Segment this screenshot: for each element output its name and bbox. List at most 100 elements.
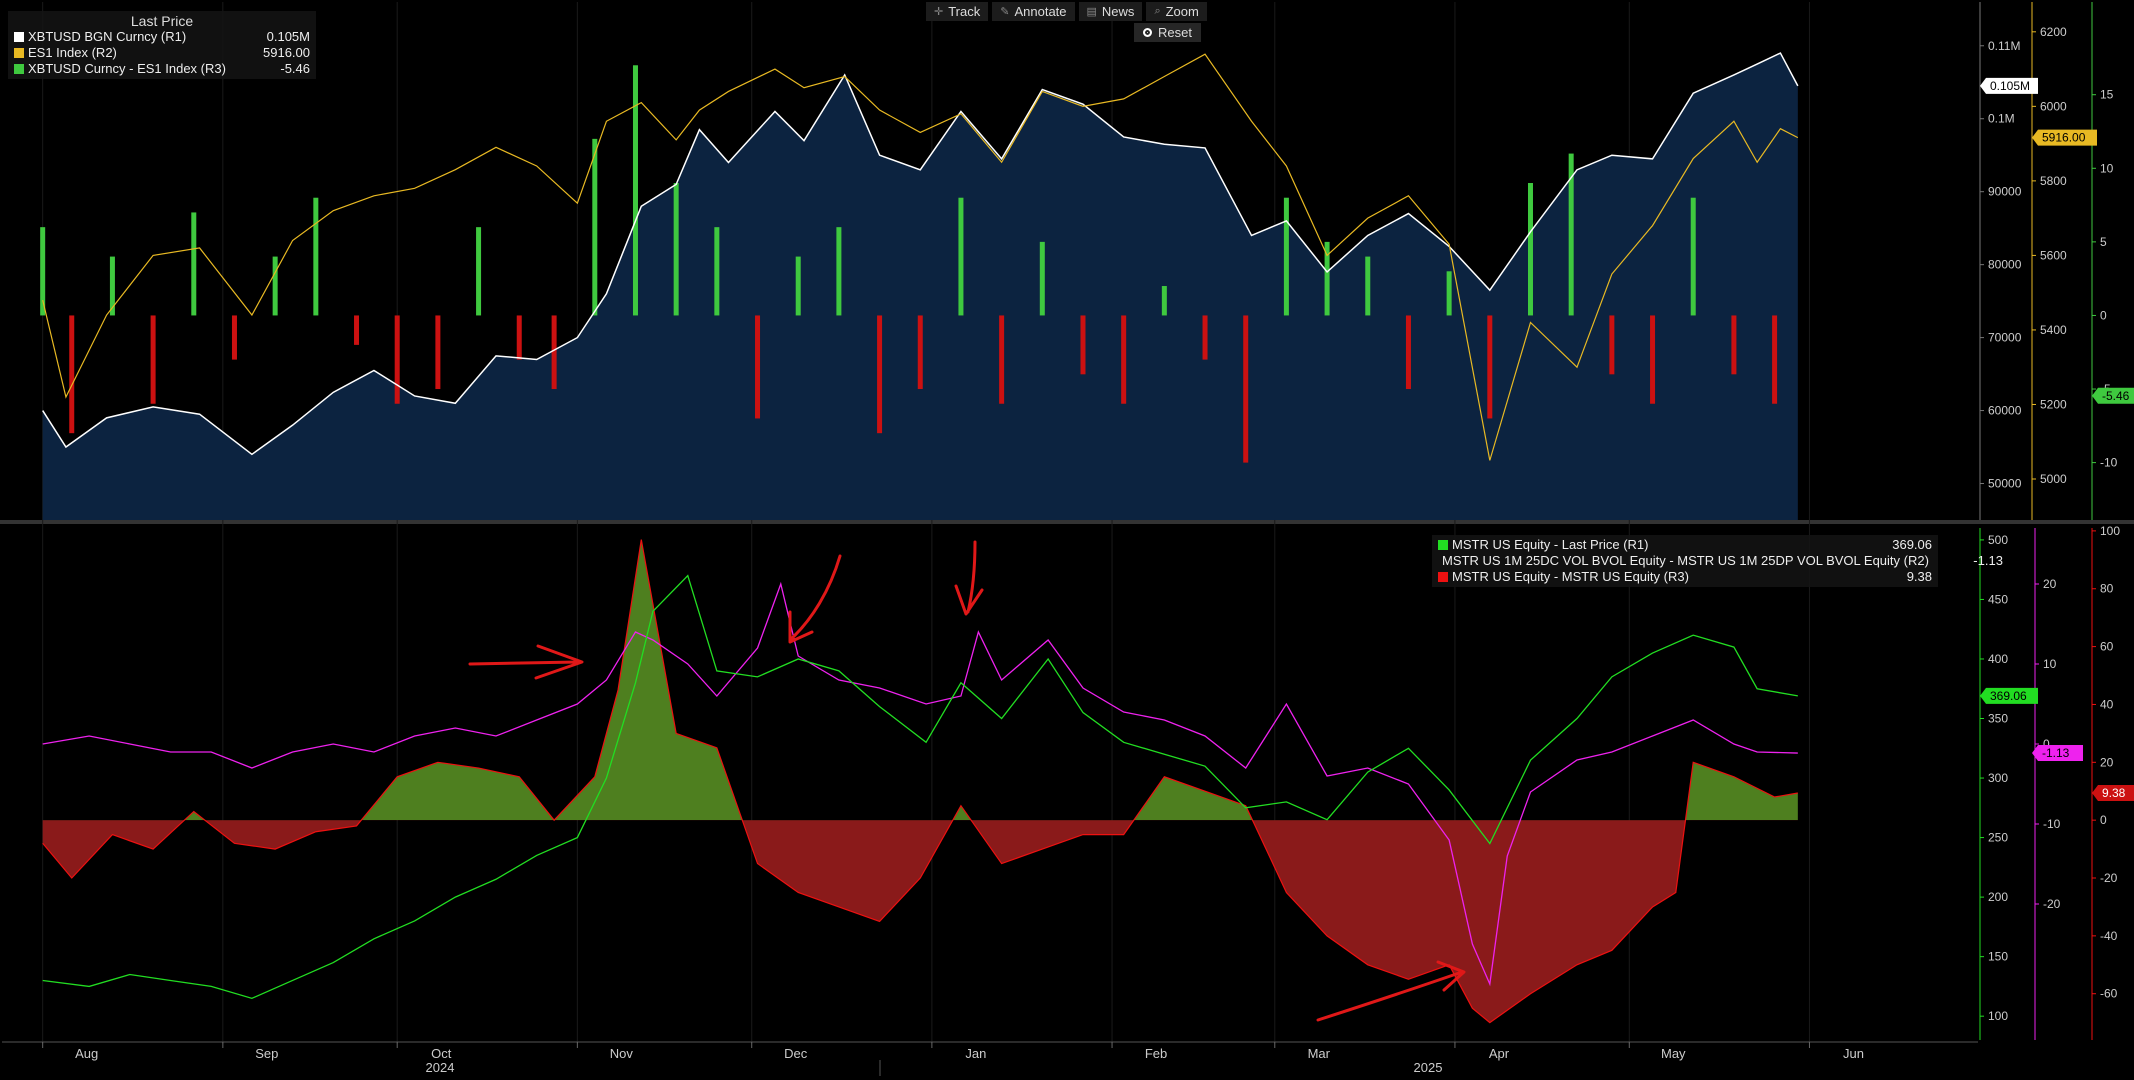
- diff-bar: [1161, 286, 1167, 316]
- rel-last-tag-text: 9.38: [2102, 786, 2126, 800]
- axis-tick-label: 10: [2100, 161, 2114, 175]
- diff-bar: [917, 315, 923, 390]
- diff-bar: [714, 227, 720, 316]
- skew-axis: -20 -10 0 10 20: [2034, 528, 2061, 1040]
- diff-bar: [1446, 271, 1452, 316]
- axis-tick-label: 0.1M: [1988, 112, 2015, 126]
- diff-bar: [1690, 197, 1696, 316]
- legend-item[interactable]: XBTUSD BGN Curncy (R1) 0.105M: [14, 29, 310, 45]
- legend-item[interactable]: MSTR US Equity - Last Price (R1) 369.06: [1438, 537, 1932, 553]
- axis-tick-label: 500: [1988, 533, 2008, 547]
- diff-bar: [1609, 315, 1615, 375]
- legend-item[interactable]: ES1 Index (R2) 5916.00: [14, 45, 310, 61]
- legend-item-value: 9.38: [1906, 569, 1932, 584]
- legend-top: Last Price XBTUSD BGN Curncy (R1) 0.105M …: [8, 11, 316, 79]
- diff-bar: [1202, 315, 1208, 360]
- track-button[interactable]: ✛ Track: [926, 2, 989, 21]
- legend-swatch: [1438, 540, 1448, 550]
- axis-tick-label: 5200: [2040, 397, 2067, 411]
- x-month-label: Apr: [1489, 1046, 1510, 1061]
- diff-bars: [40, 65, 1778, 463]
- legend-swatch: [14, 32, 24, 42]
- diff-last-tag: -5.46: [2092, 387, 2134, 404]
- diff-bar: [69, 315, 75, 434]
- axis-tick-label: 300: [1988, 771, 2008, 785]
- news-label: News: [1101, 4, 1135, 19]
- btc-last-tag: 0.105M: [1980, 77, 2038, 94]
- diff-bar: [272, 256, 278, 316]
- radio-icon: [1143, 28, 1152, 37]
- x-axis: Aug Sep Oct Nov Dec Jan Feb Mar Apr May Jun 2024 202…: [2, 1041, 1978, 1076]
- chart-toolbar: ✛ Track ✎ Annotate ▤ News ⌕ Zoom: [926, 2, 1207, 21]
- axis-tick-label: -40: [2100, 929, 2118, 943]
- diff-bar: [1772, 315, 1778, 404]
- axis-tick-label: 200: [1988, 890, 2008, 904]
- diff-bar: [958, 197, 964, 316]
- annotate-button[interactable]: ✎ Annotate: [992, 2, 1075, 21]
- diff-bar: [313, 197, 319, 316]
- legend-swatch: [14, 48, 24, 58]
- diff-bar: [1568, 153, 1574, 316]
- axis-tick-label: 5800: [2040, 174, 2067, 188]
- btc-axis: 50000 60000 70000 80000 90000 0.1M 0.11M: [1979, 2, 2022, 520]
- legend-swatch: [14, 64, 24, 74]
- mstr-last-tag: 369.06: [1980, 687, 2038, 704]
- axis-tick-label: 350: [1988, 712, 2008, 726]
- es-last-tag-text: 5916.00: [2042, 131, 2086, 145]
- x-month-label: Feb: [1145, 1046, 1167, 1061]
- skew-line: [42, 581, 1798, 987]
- legend-item[interactable]: XBTUSD Curncy - ES1 Index (R3) -5.46: [14, 61, 310, 77]
- es-last-tag: 5916.00: [2032, 129, 2097, 146]
- legend-item-value: -5.46: [280, 61, 310, 76]
- zoom-label: Zoom: [1165, 4, 1199, 19]
- legend-item-name: MSTR US 1M 25DC VOL BVOL Equity - MSTR U…: [1442, 553, 1929, 568]
- diff-bar: [1527, 183, 1533, 316]
- diff-bar: [1405, 315, 1411, 390]
- crosshair-icon: ✛: [934, 6, 944, 18]
- diff-bar: [999, 315, 1005, 404]
- legend-item[interactable]: MSTR US 1M 25DC VOL BVOL Equity - MSTR U…: [1438, 553, 2003, 569]
- axis-tick-label: -20: [2043, 897, 2061, 911]
- x-month-label: Oct: [431, 1046, 452, 1061]
- diff-bar: [1243, 315, 1249, 463]
- annotate-label: Annotate: [1014, 4, 1067, 19]
- diff-bar: [1121, 315, 1127, 404]
- diff-bar: [109, 256, 115, 316]
- zoom-button[interactable]: ⌕ Zoom: [1146, 2, 1207, 21]
- diff-bar: [1487, 315, 1493, 419]
- es-price-line: [42, 53, 1799, 461]
- diff-bar: [877, 315, 883, 434]
- x-month-label: Sep: [255, 1046, 278, 1061]
- skew-last-tag: -1.13: [2032, 745, 2083, 762]
- legend-top-header: Last Price: [130, 13, 194, 29]
- diff-bar: [592, 138, 598, 316]
- x-month-label: May: [1661, 1046, 1686, 1061]
- x-month-label: Dec: [784, 1046, 808, 1061]
- btc-last-tag-bg: [1980, 77, 2038, 94]
- legend-item[interactable]: MSTR US Equity - MSTR US Equity (R3) 9.38: [1438, 569, 1932, 585]
- diff-bar: [755, 315, 761, 419]
- diff-bar: [1365, 256, 1371, 316]
- legend-item-name: XBTUSD BGN Curncy (R1): [28, 29, 187, 44]
- rel-last-tag: 9.38: [2092, 785, 2134, 802]
- axis-tick-label: 6000: [2040, 99, 2067, 113]
- diff-bar: [354, 315, 360, 345]
- x-month-label: Mar: [1308, 1046, 1331, 1061]
- x-year-label: 2024: [426, 1060, 455, 1075]
- axis-tick-label: 5600: [2040, 248, 2067, 262]
- rel-outline-line: [42, 539, 1798, 1024]
- btc-price-line: [42, 52, 1799, 456]
- mstr-last-tag-text: 369.06: [1990, 689, 2027, 703]
- annotation-arrow: [1316, 960, 1466, 1022]
- reset-button[interactable]: Reset: [1134, 23, 1201, 42]
- x-month-label: Jun: [1843, 1046, 1864, 1061]
- news-button[interactable]: ▤ News: [1078, 2, 1143, 21]
- axis-tick-label: 60: [2100, 640, 2114, 654]
- annotation-arrow: [468, 644, 584, 680]
- diff-bar: [191, 212, 197, 316]
- legend-item-name: MSTR US Equity - Last Price (R1): [1452, 537, 1649, 552]
- legend-swatch: [1438, 572, 1448, 582]
- axis-tick-label: 6200: [2040, 25, 2067, 39]
- diff-bar: [1283, 197, 1289, 316]
- axis-tick-label: 0: [2100, 308, 2107, 322]
